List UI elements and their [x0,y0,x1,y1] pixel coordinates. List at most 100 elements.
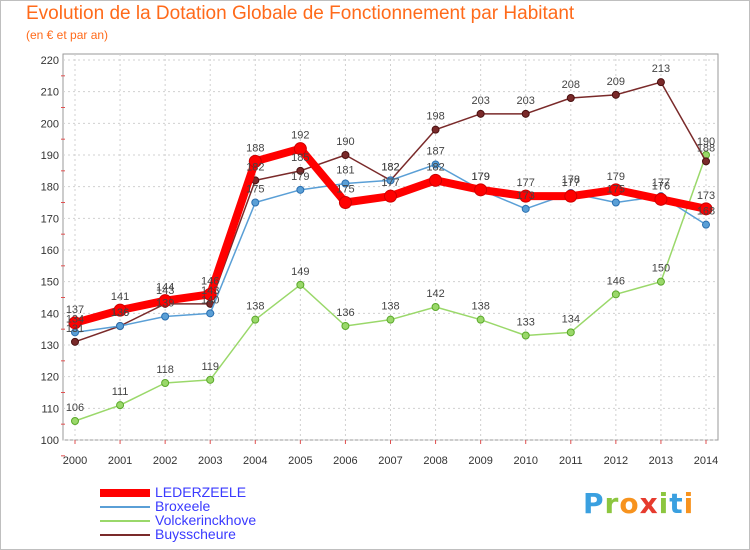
data-point [519,189,533,203]
data-point [161,312,170,321]
data-point [476,315,485,324]
data-point [296,185,305,194]
y-tick-label: 120 [41,372,59,384]
x-tick-label: 2008 [423,455,447,467]
data-label: 182 [381,161,399,173]
data-point [296,280,305,289]
data-point [251,315,260,324]
legend-swatch [100,520,150,522]
data-label: 143 [201,285,219,297]
y-tick-label: 130 [41,340,59,352]
x-tick-label: 2001 [108,455,132,467]
y-tick-label: 140 [41,308,59,320]
data-point [206,375,215,384]
y-tick-label: 150 [41,277,59,289]
data-label: 140 [201,294,219,306]
data-label: 136 [111,307,129,319]
chart-subtitle: (en € et par an) [26,28,109,42]
x-tick-label: 2012 [604,455,628,467]
x-tick-label: 2010 [513,455,537,467]
data-label: 175 [607,184,625,196]
legend-label: Volckerinckhove [155,512,257,528]
data-point [654,192,668,206]
data-label: 179 [607,171,625,183]
data-label: 192 [291,130,309,142]
data-label: 173 [697,190,715,202]
data-label: 106 [66,402,84,414]
data-label: 182 [381,161,399,173]
data-label: 173 [517,190,535,202]
data-label: 208 [562,79,580,91]
data-label: 138 [246,301,264,313]
x-tick-label: 2000 [63,455,87,467]
y-tick-label: 170 [41,213,59,225]
data-point [656,277,665,286]
data-point [566,94,575,102]
data-label: 131 [66,323,84,335]
data-point [564,189,578,203]
x-tick-label: 2011 [559,455,583,467]
data-label: 138 [471,301,489,313]
data-point [386,176,395,185]
data-point [293,142,307,156]
data-point [384,189,397,203]
data-point [71,337,79,346]
data-label: 168 [697,206,715,218]
legend-label: Buysscheure [155,526,236,542]
y-tick-label: 220 [41,55,59,67]
data-label: 133 [517,317,535,329]
data-point [203,287,217,301]
y-tick-label: 160 [41,245,59,257]
data-label: 198 [426,111,444,123]
data-point [611,90,620,99]
data-label: 139 [156,298,174,310]
y-tick-label: 200 [41,118,59,130]
legend-swatch [100,534,150,536]
data-label: 150 [652,263,670,275]
y-tick-label: 110 [41,403,59,415]
data-point [161,379,170,387]
legend-label: Broxeele [155,498,211,514]
data-point [474,183,488,197]
data-label: 146 [607,275,625,287]
data-label: 134 [562,313,580,325]
data-label: 175 [246,184,264,196]
y-tick-label: 100 [41,435,59,447]
data-point [341,151,350,159]
y-tick-label: 180 [41,182,59,194]
x-tick-label: 2003 [198,455,222,467]
data-label: 181 [336,165,354,177]
x-tick-label: 2004 [243,455,267,467]
data-label: 203 [517,95,535,107]
x-tick-label: 2005 [288,455,312,467]
data-point [68,316,82,330]
x-tick-label: 2014 [694,455,718,467]
legend-label: LEDERZEELE [155,484,247,500]
data-point [113,303,127,317]
data-point [521,204,530,213]
data-point [116,401,125,410]
data-point [386,315,395,324]
data-label: 137 [66,304,84,316]
data-label: 188 [697,142,715,154]
data-label: 136 [111,307,129,319]
data-point [609,183,623,197]
data-label: 136 [336,307,354,319]
data-point [611,198,620,207]
x-tick-label: 2006 [333,455,357,467]
data-label: 143 [156,285,174,297]
data-point [521,109,530,118]
data-point [656,78,665,87]
data-label: 179 [471,171,489,183]
data-label: 190 [697,136,715,148]
legend-swatch [100,489,150,497]
data-point [702,157,710,166]
data-point [71,417,79,425]
data-label: 118 [156,364,174,376]
data-point [699,202,713,216]
data-point [431,303,440,311]
data-point [248,154,262,168]
data-point [251,198,260,207]
data-label: 138 [381,301,399,313]
